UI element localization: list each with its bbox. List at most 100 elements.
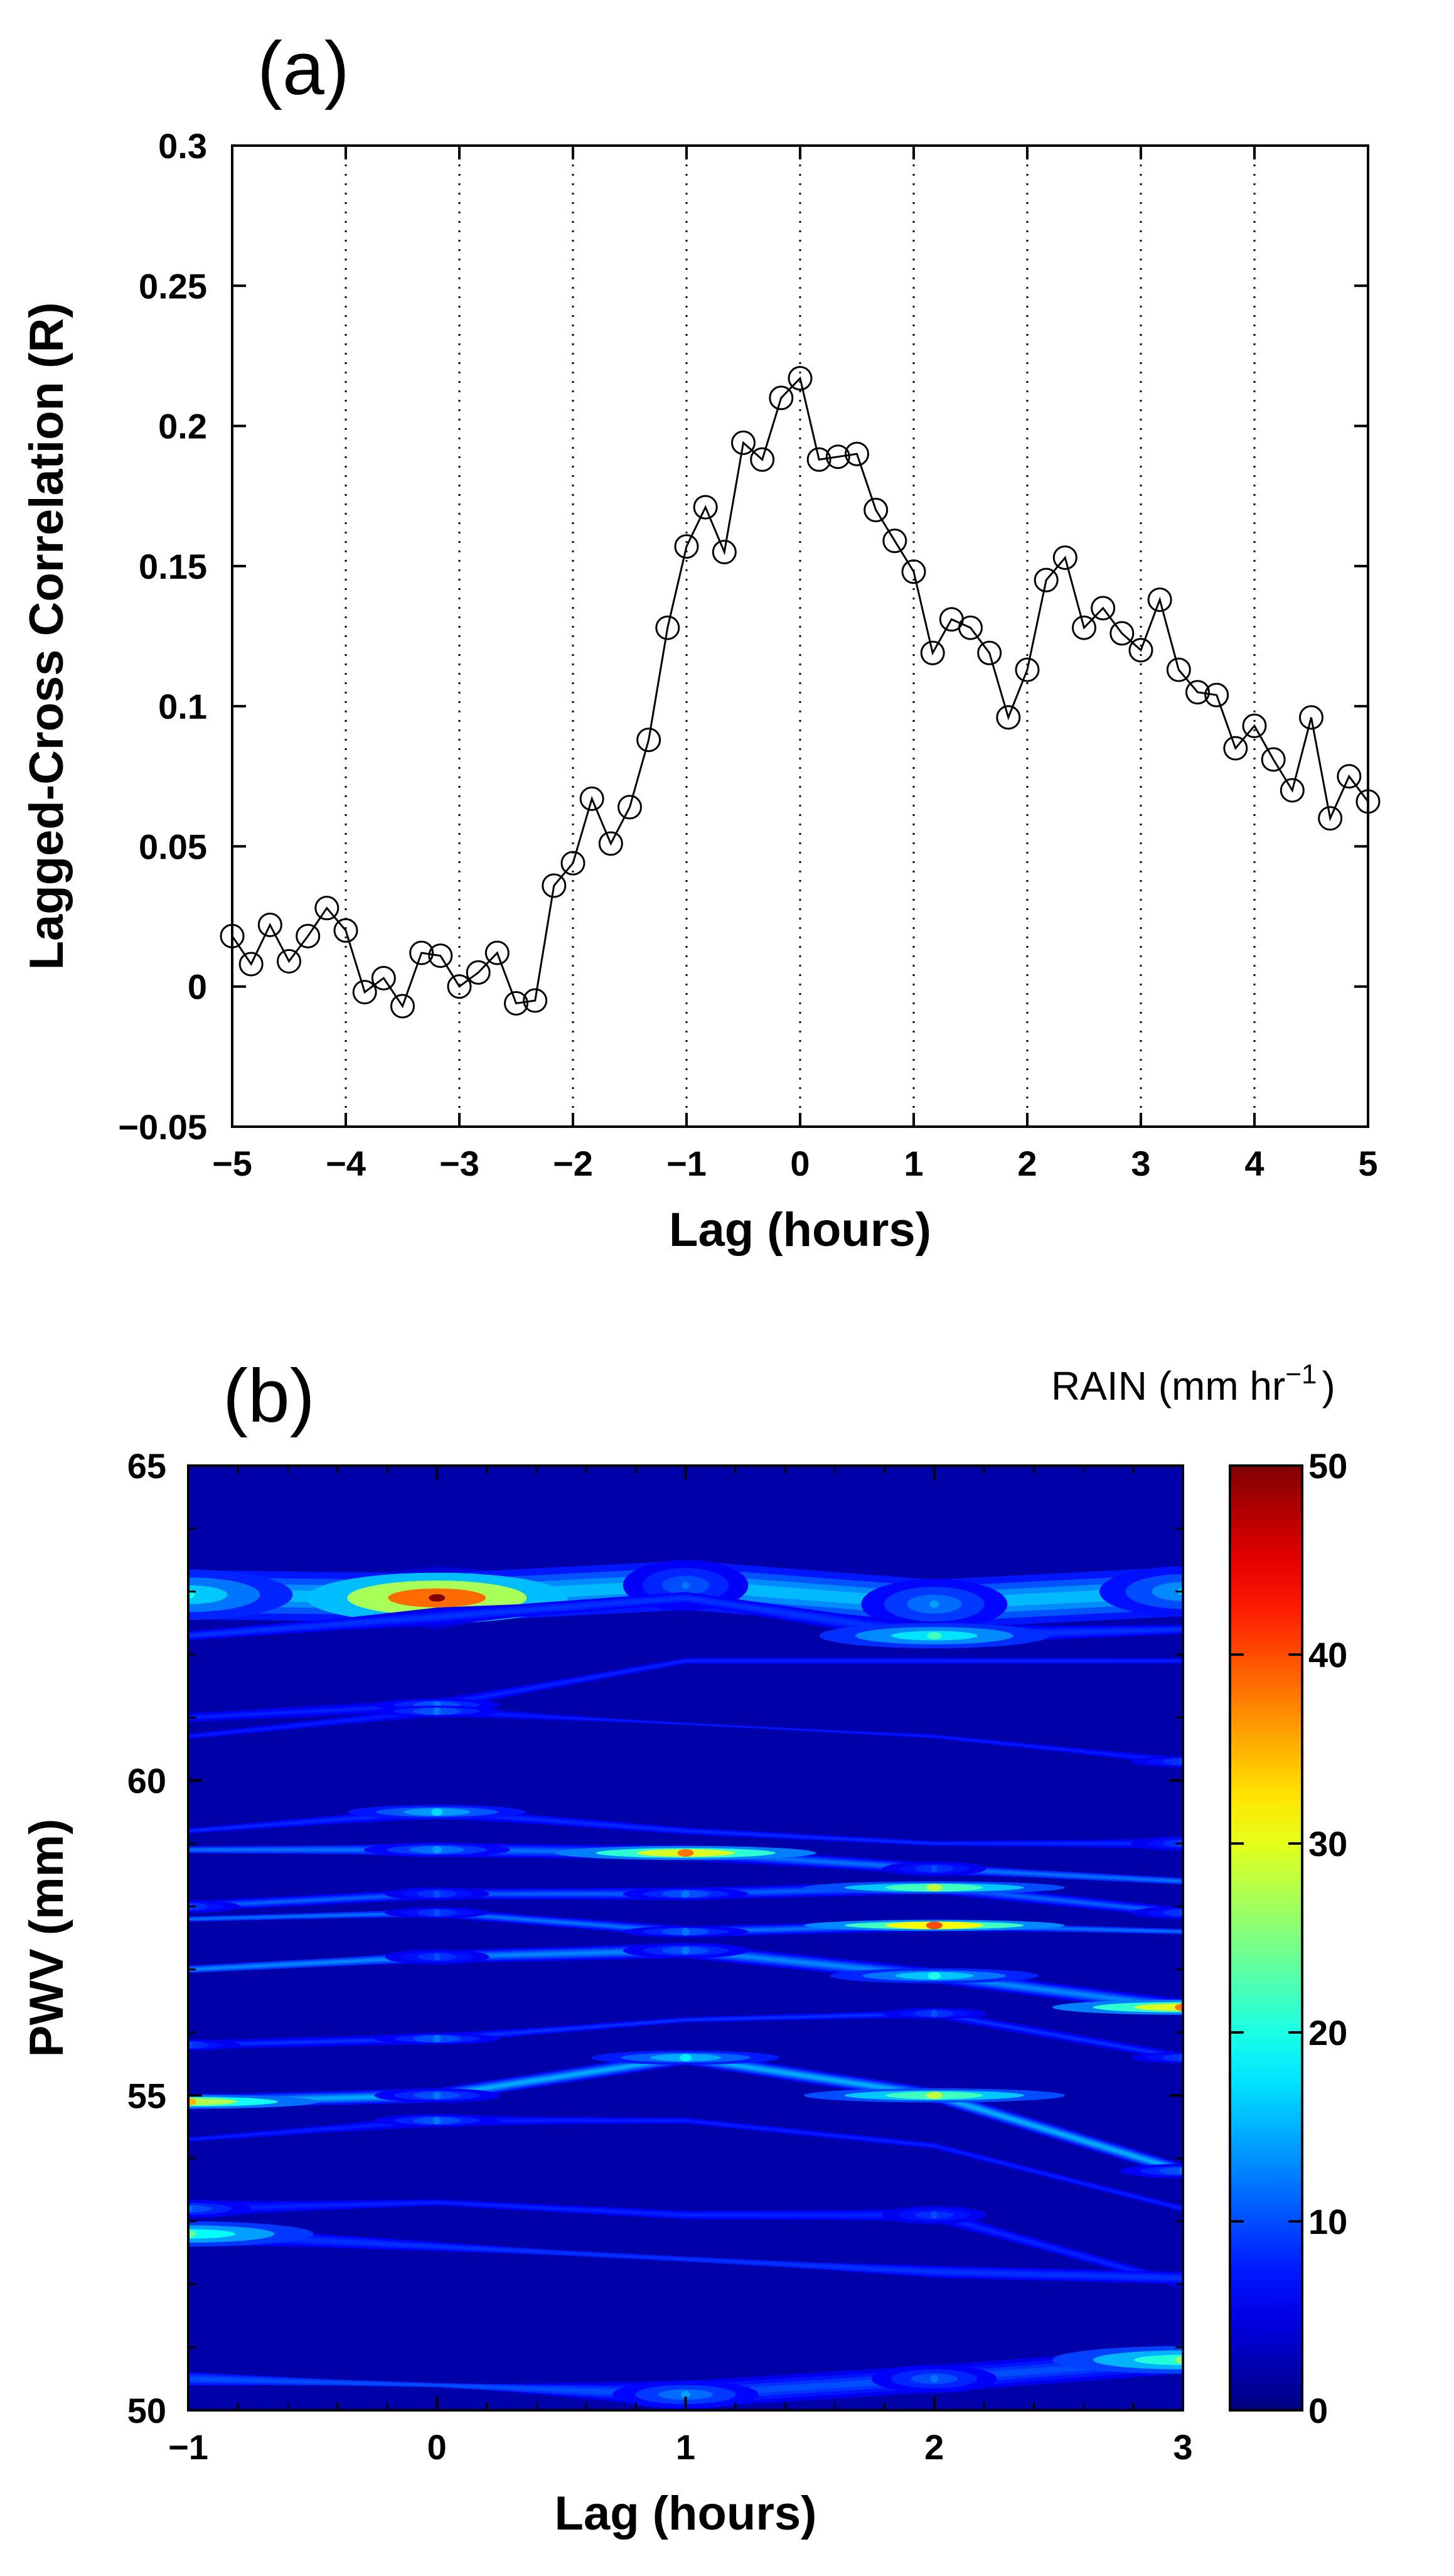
b-rain-band [188,1943,1183,2017]
b-rain-peak [429,1594,446,1602]
b-x-axis-label: Lag (hours) [555,2487,817,2540]
b-y-tick-label: 60 [127,1761,166,1801]
b-rain-peak [188,1591,195,1599]
a-data-point [1072,615,1096,640]
a-data-point [560,851,585,876]
a-series-line [231,376,1369,1009]
b-rain-bands [188,1560,1183,2408]
colorbar-title-close: ) [1322,1363,1335,1409]
colorbar-tick-label: 50 [1308,1446,1347,1486]
a-data-point [882,529,907,554]
b-rain-band [188,2199,1183,2289]
b-rain-peak [188,2098,237,2106]
b-y-axis-label: PWV (mm) [20,1819,73,2058]
a-data-point [825,444,850,470]
a-x-tick-label: −1 [666,1144,707,1183]
b-rain-peak [926,1921,943,1929]
a-data-point [371,965,396,990]
colorbar-title: RAIN (mm hr−1) [1051,1359,1335,1409]
a-data-point [977,640,1002,665]
b-rain-peak [188,2229,235,2239]
b-rain-peak [188,2041,208,2049]
a-data-point [277,949,301,974]
a-data-point [1204,682,1229,707]
b-rain-band [188,1842,1183,1885]
colorbar-tick-label: 40 [1308,1635,1347,1675]
b-rain-peak [682,1928,690,1936]
a-data-point [1166,657,1191,682]
b-rain-peak [433,2091,441,2100]
a-y-tick-label: 0.1 [158,687,207,726]
a-y-tick-label: 0.25 [139,266,207,306]
a-data-point [579,786,604,812]
a-data-point [257,912,282,937]
a-y-tick-label: 0.05 [139,827,207,866]
a-x-tick-label: 2 [1017,1144,1037,1183]
b-rain-band [188,2221,1183,2284]
a-data-point [504,991,528,1016]
a-data-point [996,705,1021,730]
b-rain-peak [1152,1582,1183,1601]
a-data-point [352,980,377,1005]
a-y-tick-label: 0.3 [158,126,207,166]
b-rain-peak [677,1849,694,1857]
b-rain-band [188,2346,1183,2408]
a-data-point [806,447,831,472]
b-rain-peak [682,1946,690,1955]
b-rain-peak [431,1808,443,1816]
a-data-point [1015,657,1040,682]
b-rain-peak [433,2035,441,2043]
b-rain-peak [926,1884,943,1892]
b-y-tick-label: 50 [127,2391,166,2430]
a-x-tick-label: −2 [553,1144,593,1183]
b-rain-peak [927,1631,942,1640]
a-y-tick-label: 0.15 [139,547,207,586]
a-x-tick-label: 5 [1358,1144,1377,1183]
a-data-point [333,918,358,943]
a-x-tick-label: 3 [1131,1144,1150,1183]
b-rain-peak [188,2230,196,2238]
a-data-point [1299,705,1323,730]
a-data-point [901,559,926,584]
a-data-point [1242,713,1267,738]
a-data-point [238,952,264,977]
b-rain-peak [1175,2003,1183,2011]
b-contour-level [188,2053,1183,2176]
a-y-tick-label: 0.2 [158,407,207,446]
b-rain-peak [434,1953,441,1961]
a-data-point [542,873,567,898]
a-data-point [523,988,548,1013]
b-rain-band [188,1907,1183,1938]
b-x-tick-label: −1 [168,2427,208,2467]
b-rain-peak [188,1902,208,1911]
a-x-tick-label: 0 [790,1144,810,1183]
b-rain-peak [927,1972,941,1980]
a-data-point [314,896,339,921]
a-data-point [863,498,889,523]
b-y-tick-label: 65 [127,1446,166,1486]
b-x-tick-label: 3 [1173,2427,1192,2467]
a-data-point [1052,545,1077,570]
b-contour-level [188,1594,1183,1641]
b-rain-peak [680,2054,692,2062]
b-rain-peak [931,2009,938,2017]
b-contour-level [188,2228,1183,2282]
a-data-point [598,831,623,856]
b-rain-peak [682,1890,690,1898]
a-ticks: −5 −4 −3 −2 −1 0 1 2 3 4 5 −0.05 0 0.05 0.1 0.15 0.2 0.25… [118,126,1377,1183]
colorbar-tick-label: 0 [1308,2391,1328,2430]
a-data-point [1280,778,1305,803]
colorbar-tick-label: 20 [1308,2013,1347,2053]
b-rain-band [188,1705,1183,1768]
a-x-tick-label: −4 [326,1144,366,1183]
a-data-point [1147,587,1172,612]
a-data-point [1091,596,1116,621]
b-y-tick-label: 55 [127,2076,166,2115]
b-rain-peak [681,2390,690,2398]
b-rain-peak [433,1707,441,1715]
b-contour-level [188,2231,1183,2280]
a-y-axis-label: Lagged-Cross Correlation (R) [20,302,73,970]
b-contour-field [188,1466,1183,2410]
b-rain-band [188,2050,1183,2178]
b-x-tick-label: 0 [427,2427,447,2467]
